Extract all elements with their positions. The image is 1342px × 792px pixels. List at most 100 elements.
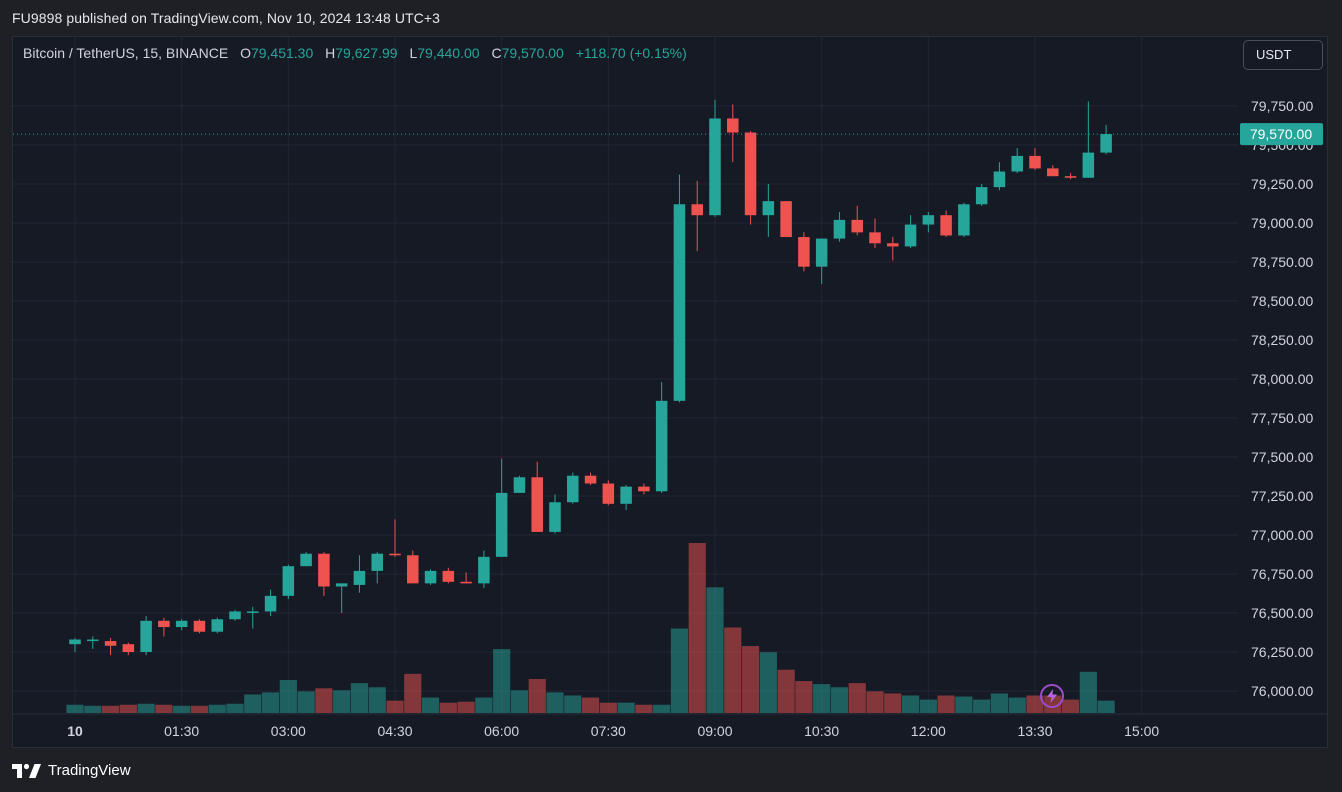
volume-bar [333, 690, 351, 713]
x-tick-label: 07:30 [591, 723, 626, 739]
volume-bar [884, 693, 902, 713]
candle-body [815, 238, 828, 267]
candle-body [833, 219, 846, 239]
volume-bar [599, 702, 617, 713]
volume-bar [901, 695, 920, 713]
candle-body [851, 219, 863, 233]
volume-bar [670, 628, 689, 713]
candle-body [104, 641, 117, 646]
lightning-icon-glyph [1047, 689, 1057, 703]
footer-brand[interactable]: TradingView [12, 762, 131, 779]
currency-button[interactable]: USDT [1243, 40, 1323, 70]
candle-body [958, 204, 970, 236]
x-tick-label: 04:30 [377, 723, 412, 739]
volume-bar [297, 691, 315, 713]
candle-body [211, 619, 223, 632]
candle-body [709, 118, 721, 216]
x-tick-label: 10 [67, 723, 83, 739]
candle-body [389, 553, 401, 556]
volume-bar [475, 697, 493, 713]
volume-bar [226, 703, 244, 713]
candle-body [798, 237, 810, 267]
volume-bar [741, 646, 760, 713]
candle-body [513, 477, 526, 493]
volume-bar [528, 679, 546, 713]
volume-bar [66, 704, 84, 713]
volume-bar [279, 680, 297, 713]
volume-bar [919, 699, 937, 713]
x-tick-label: 06:00 [484, 723, 519, 739]
candle-body [1029, 155, 1041, 169]
candle-body [282, 566, 295, 596]
chart-panel[interactable] [12, 36, 1328, 748]
candle-body [975, 187, 988, 205]
x-tick-label: 10:30 [804, 723, 839, 739]
volume-bar [653, 704, 671, 713]
volume-bar [564, 695, 582, 713]
x-tick-label: 12:00 [911, 723, 946, 739]
volume-bar [493, 649, 511, 713]
y-tick-label: 79,750.00 [1251, 98, 1313, 114]
volume-bar [990, 693, 1009, 713]
candle-body [442, 570, 455, 582]
publish-header: FU9898 published on TradingView.com, Nov… [12, 10, 441, 26]
volume-bar [973, 699, 991, 713]
candle-body [353, 570, 366, 585]
candle-body [407, 555, 419, 584]
candle-body [193, 620, 206, 632]
candle-body [424, 570, 437, 584]
volume-bar [315, 688, 333, 713]
open-label: O [240, 45, 251, 61]
candle-body [122, 644, 135, 652]
volume-bar [404, 673, 422, 713]
last-price-badge [1240, 123, 1323, 146]
close-label: C [491, 45, 502, 61]
candle-body [887, 243, 899, 247]
volume-bar [759, 652, 777, 713]
grid-lines [13, 37, 1327, 715]
candle-body [175, 620, 188, 628]
lightning-icon[interactable] [1040, 684, 1064, 708]
axes: 79,750.0079,500.0079,250.0079,000.0078,7… [67, 98, 1323, 739]
volume-bar [1061, 699, 1080, 713]
candle-body [993, 171, 1006, 188]
volume-bar [1026, 695, 1044, 713]
volume-bar [244, 694, 262, 713]
high-value: 79,627.99 [335, 45, 398, 61]
candle-body [549, 502, 561, 532]
candle-body [1047, 168, 1059, 177]
candle-body [1064, 176, 1077, 178]
candle-body [300, 553, 312, 567]
volume-bar [439, 702, 457, 713]
close-value: 79,570.00 [501, 45, 564, 61]
y-tick-label: 76,250.00 [1251, 644, 1313, 660]
candle-body [584, 475, 597, 484]
symbol-title: Bitcoin / TetherUS, 15, BINANCE [23, 45, 229, 61]
volume-bars [66, 543, 1115, 713]
volume-bar [688, 543, 706, 713]
candle-body [673, 204, 686, 401]
y-tick-label: 76,500.00 [1251, 605, 1313, 621]
candle-body [264, 595, 277, 612]
volume-bar [510, 690, 529, 713]
candles [13, 99, 1238, 656]
x-tick-label: 01:30 [164, 723, 199, 739]
y-tick-label: 77,500.00 [1251, 449, 1313, 465]
volume-bar [421, 697, 440, 713]
volume-bar [617, 702, 635, 713]
x-tick-label: 03:00 [271, 723, 306, 739]
volume-bar [635, 704, 653, 713]
y-tick-label: 76,750.00 [1251, 566, 1313, 582]
y-tick-label: 77,250.00 [1251, 488, 1313, 504]
y-tick-label: 78,500.00 [1251, 293, 1313, 309]
candle-body [460, 581, 472, 584]
footer-brand-label: TradingView [48, 762, 131, 779]
candle-body [531, 477, 543, 532]
volume-bar [137, 703, 155, 713]
volume-bar [777, 669, 795, 713]
volume-bar [1008, 697, 1026, 713]
candle-body [495, 492, 508, 557]
candle-body [620, 486, 632, 504]
volume-bar [724, 627, 742, 713]
